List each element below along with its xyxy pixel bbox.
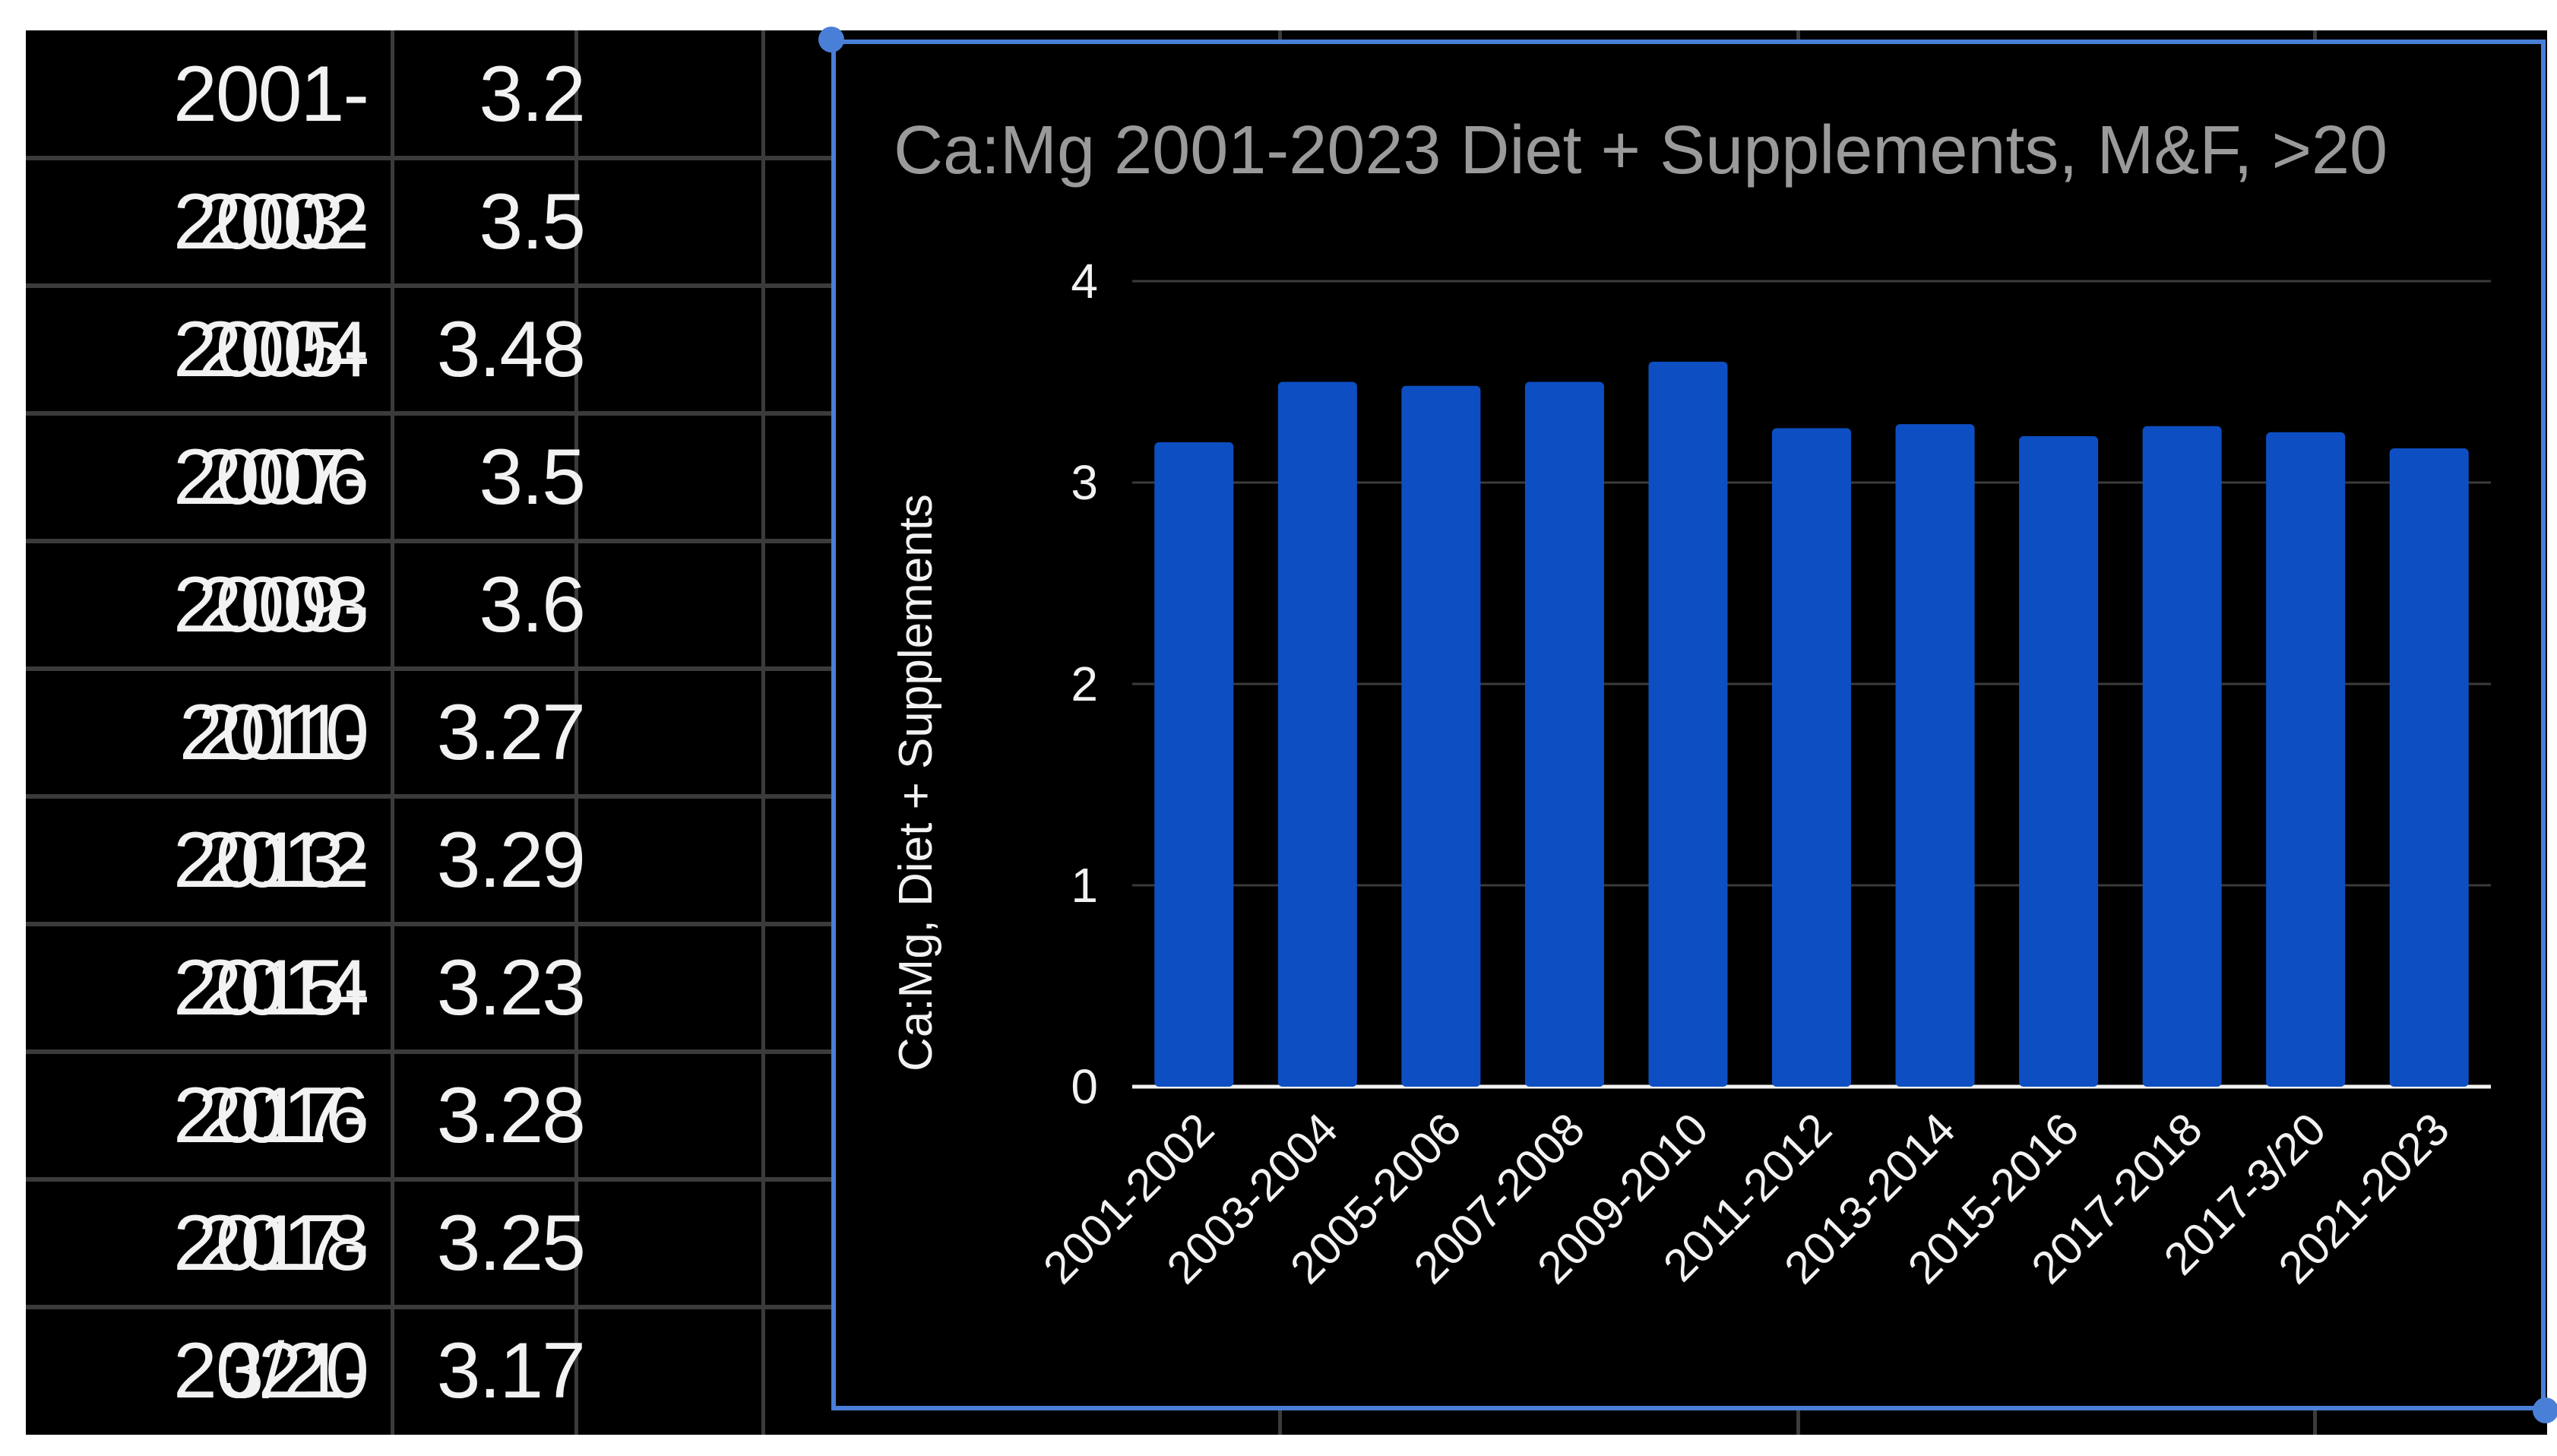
row-divider [26,539,831,543]
row-divider [26,411,831,416]
chart-resize-handle-top-left[interactable] [818,27,844,52]
cell-value[interactable]: 3.5 [479,178,586,266]
column-divider [761,30,765,1435]
y-tick-label: 4 [1071,254,1098,309]
cell-value[interactable]: 3.2 [479,50,586,138]
cell-period[interactable]: 2017-3/20 [173,1199,369,1415]
table-row: 2021-2023 3.17 [26,1307,831,1435]
bar[interactable] [2142,426,2222,1087]
row-divider [26,1177,831,1182]
chart-resize-handle-bottom-right[interactable] [2533,1397,2557,1423]
table-row: 2009-2010 3.6 [26,541,831,777]
cell-period[interactable]: 2003-2004 [173,178,369,394]
bar[interactable] [1771,428,1852,1087]
chart-container[interactable]: 0 1 2 3 4 2001-2002 2003-2004 2005-2006 2007-200… [831,40,2546,1410]
bar[interactable] [2019,436,2099,1087]
table-row: 2007-2008 3.5 [26,413,831,649]
cell-value[interactable]: 3.27 [436,688,586,777]
row-divider [26,1049,831,1054]
y-tick-label: 1 [1071,858,1098,913]
bar[interactable] [1648,362,1728,1087]
cell-period[interactable]: 2001-2002 [173,50,369,266]
row-divider [26,922,831,926]
table-row: 2013-2014 3.29 [26,796,831,1032]
row-divider [26,1305,831,1309]
y-tick-label: 0 [1071,1059,1098,1114]
bar-chart: 012342001-20022003-20042005-20062007-200… [890,112,2491,1293]
cell-value[interactable]: 3.5 [479,433,586,521]
cell-value[interactable]: 3.28 [436,1071,586,1160]
y-axis-label: Ca:Mg, Diet + Supplements [890,494,942,1071]
table-row: 2003-2004 3.5 [26,158,831,394]
bar[interactable] [1895,424,1975,1087]
row-divider [26,794,831,799]
chart-bars [1154,362,2469,1087]
cell-period[interactable]: 2015-2016 [173,944,369,1160]
cell-value[interactable]: 3.17 [436,1327,586,1415]
column-divider [391,30,394,1435]
cell-period[interactable]: 2009-2010 [173,561,369,777]
bar[interactable] [1277,381,1357,1087]
cell-value[interactable]: 3.6 [479,561,586,649]
cell-period[interactable]: 2021-2023 [173,1327,369,1415]
cell-period[interactable]: 2017-2018 [173,1071,369,1287]
table-row: 2015-2016 3.23 [26,924,831,1160]
cell-value[interactable]: 3.29 [436,816,586,904]
row-divider [26,283,831,288]
cell-period[interactable]: 2011-2012 [179,688,369,904]
y-tick-label: 2 [1071,657,1098,711]
chart-title: Ca:Mg 2001-2023 Diet + Supplements, M&F,… [894,112,2388,188]
bar[interactable] [2266,432,2346,1087]
cell-period[interactable]: 2013-2014 [173,816,369,1032]
table-row: 2017-3/20 3.25 [26,1179,831,1415]
bar[interactable] [1154,442,1234,1087]
table-row: 2001-2002 3.2 [26,30,831,266]
cell-period[interactable]: 2007-2008 [173,433,369,649]
table-row: 2005-2006 3.48 [26,286,831,521]
cell-value[interactable]: 3.23 [436,944,586,1032]
table-row: 2017-2018 3.28 [26,1052,831,1287]
bar[interactable] [2389,448,2469,1087]
column-divider [574,30,578,1435]
table-row: 2011-2012 3.27 [26,669,831,904]
cell-period[interactable]: 2005-2006 [173,305,369,521]
chart-axes: 012342001-20022003-20042005-20062007-200… [1033,254,2459,1293]
bar[interactable] [1401,385,1481,1087]
row-divider [26,156,831,160]
cell-value[interactable]: 3.48 [436,305,586,394]
row-divider [26,666,831,671]
cell-value[interactable]: 3.25 [436,1199,586,1287]
bar[interactable] [1524,381,1604,1087]
y-tick-label: 3 [1071,455,1098,510]
